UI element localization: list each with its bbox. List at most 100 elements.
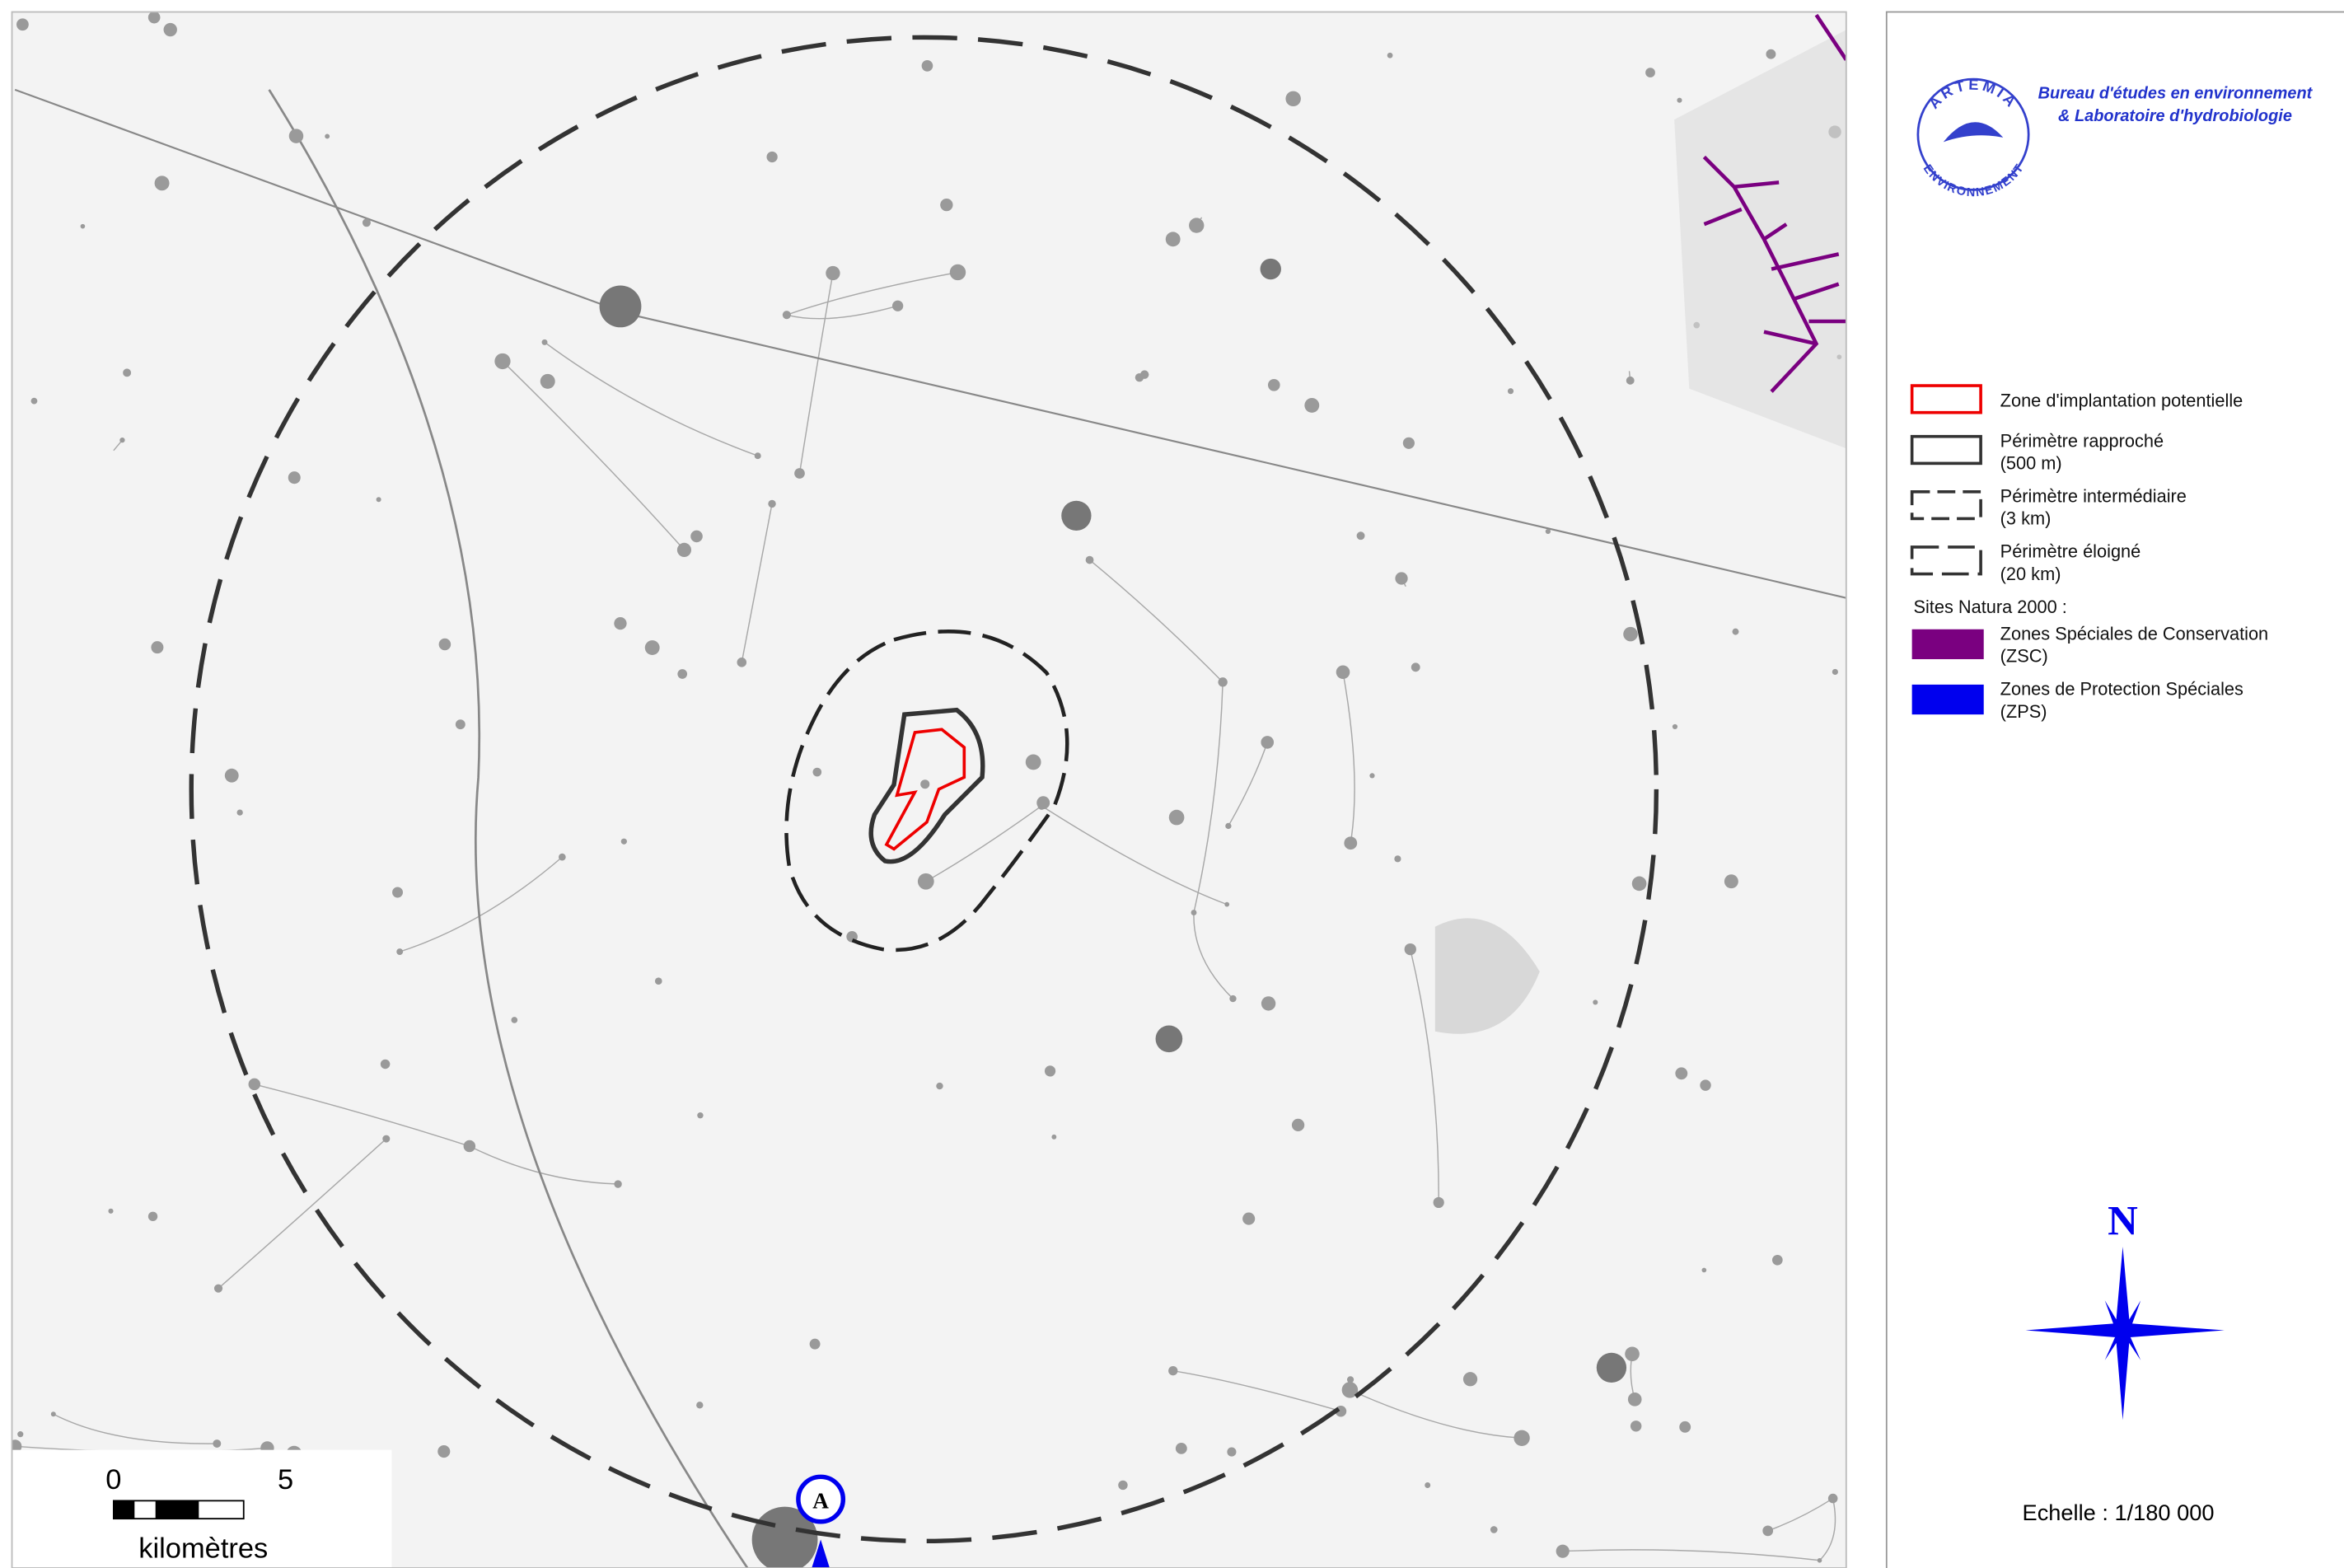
legend-label: Zones de Protection Spéciales (2000, 679, 2243, 700)
town (396, 948, 404, 956)
town (920, 779, 930, 789)
road (1193, 681, 1223, 913)
town (437, 1444, 451, 1458)
town (12, 1439, 22, 1453)
map-frame (11, 11, 1847, 1568)
town (1766, 49, 1776, 59)
town (1425, 1482, 1431, 1488)
road (786, 271, 958, 316)
town (151, 641, 164, 654)
town (248, 1078, 261, 1091)
road (741, 503, 773, 662)
town (1036, 796, 1050, 810)
far-perimeter (189, 35, 1659, 1544)
town (224, 768, 239, 783)
town (1224, 901, 1230, 907)
town (1304, 397, 1320, 413)
town (754, 452, 761, 460)
town (1679, 1421, 1691, 1433)
road (1041, 805, 1228, 906)
town (1291, 1118, 1305, 1132)
town (697, 1112, 704, 1119)
intermediate-perimeter (784, 630, 1069, 953)
town (1626, 376, 1635, 385)
town (794, 468, 805, 479)
town (1369, 773, 1375, 779)
road (786, 305, 898, 320)
forest (1434, 918, 1540, 1034)
town (1675, 1067, 1688, 1080)
town (147, 12, 161, 24)
town (438, 638, 451, 651)
town (288, 129, 304, 143)
road (53, 1413, 218, 1444)
town (376, 497, 381, 503)
town (620, 838, 627, 845)
town (1404, 943, 1416, 956)
compass-north: N (2108, 1197, 2138, 1243)
town (1085, 555, 1094, 564)
town (676, 542, 692, 557)
town (119, 437, 125, 443)
town (154, 176, 170, 191)
town (690, 530, 703, 543)
legend: Sites Natura 2000 : Zone d'implantation … (1910, 384, 2268, 722)
town (1118, 1480, 1128, 1491)
road (544, 341, 758, 456)
town (1394, 855, 1401, 863)
town (236, 809, 243, 816)
town (1395, 572, 1408, 585)
town (325, 133, 330, 139)
town (1700, 1079, 1711, 1091)
town (1341, 1382, 1359, 1398)
town (30, 397, 38, 405)
town (1556, 1544, 1570, 1558)
scale-start: 0 (105, 1464, 121, 1495)
legend-detail: (ZPS) (2000, 701, 2047, 722)
road (798, 273, 834, 474)
road (1350, 1389, 1523, 1439)
town (1168, 809, 1185, 826)
city (599, 285, 642, 328)
town (1631, 876, 1647, 892)
town (455, 719, 466, 730)
legend-detail: (20 km) (2000, 564, 2061, 584)
road (1819, 1498, 1836, 1561)
legend-swatch (1910, 434, 1982, 466)
town (1242, 1212, 1256, 1225)
town (16, 18, 29, 31)
road (1342, 672, 1355, 844)
town (1175, 1442, 1187, 1454)
town (392, 887, 403, 898)
town (1285, 91, 1301, 107)
town (541, 339, 548, 345)
town (1336, 665, 1350, 680)
town (1771, 1254, 1783, 1266)
highway (268, 89, 749, 1568)
legend-swatch (1910, 384, 1982, 414)
city (1155, 1025, 1183, 1053)
town (80, 223, 86, 229)
near-perimeter (868, 707, 985, 864)
map-background (12, 12, 1846, 1568)
town (288, 471, 301, 484)
town (362, 218, 371, 227)
scale-segment (113, 1500, 135, 1519)
town (213, 1284, 223, 1293)
town (768, 499, 776, 508)
town (1189, 218, 1205, 233)
town (614, 617, 627, 630)
legend-detail: (ZSC) (2000, 646, 2048, 667)
town (108, 1208, 114, 1214)
road (218, 1138, 387, 1290)
town (1627, 1392, 1642, 1407)
town (1507, 388, 1514, 395)
town (213, 1439, 222, 1449)
town (1387, 52, 1393, 59)
town (1762, 1525, 1774, 1537)
logo-dolphin (1943, 122, 2004, 143)
legend-label: Zone d'implantation potentielle (2000, 390, 2243, 410)
town (559, 853, 566, 861)
town (1225, 822, 1232, 830)
town (1677, 97, 1682, 103)
